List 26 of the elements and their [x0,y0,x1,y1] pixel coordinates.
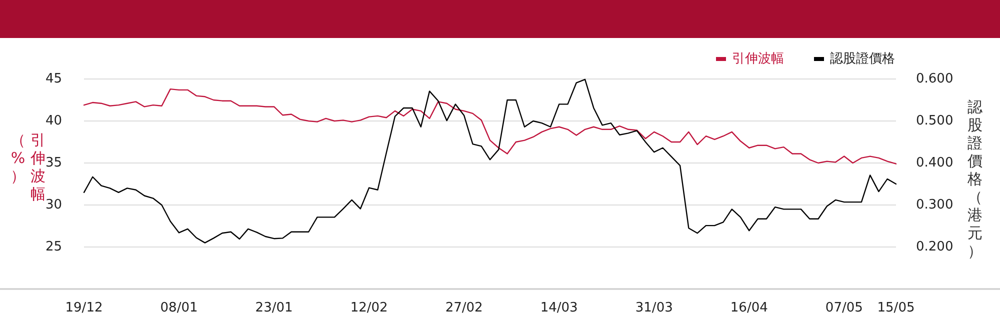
x-tick-label: 19/12 [65,300,103,316]
x-tick-label: 07/05 [825,300,863,316]
y2-tick-label: 0.500 [916,114,954,128]
y-tick-label: 40 [45,114,62,128]
line-series [83,88,897,164]
legend-label: 認股證價格 [830,52,895,66]
y-tick-label: 25 [45,240,62,254]
legend-label: 引伸波幅 [732,52,784,66]
x-tick-label: 23/01 [255,300,293,316]
line-series [83,78,897,244]
x-tick-label: 15/05 [877,300,915,316]
y2-tick-label: 0.600 [916,72,954,86]
x-tick-label: 27/02 [445,300,483,316]
x-tick-label: 16/04 [730,300,768,316]
x-tick-label: 08/01 [160,300,198,316]
text: 引伸波幅（%） [10,131,46,203]
y2-tick-label: 0.300 [916,198,954,212]
text: 認股證價格（港元） [968,98,982,260]
x-tick-label: 12/02 [350,300,388,316]
x-tick-label: 31/03 [635,300,673,316]
x-tick-label: 14/03 [540,300,578,316]
y2-tick-label: 0.400 [916,156,954,170]
y-tick-label: 45 [45,72,62,86]
y-tick-label: 30 [45,198,62,212]
y-tick-label: 35 [45,156,62,170]
y2-tick-label: 0.200 [916,240,954,254]
